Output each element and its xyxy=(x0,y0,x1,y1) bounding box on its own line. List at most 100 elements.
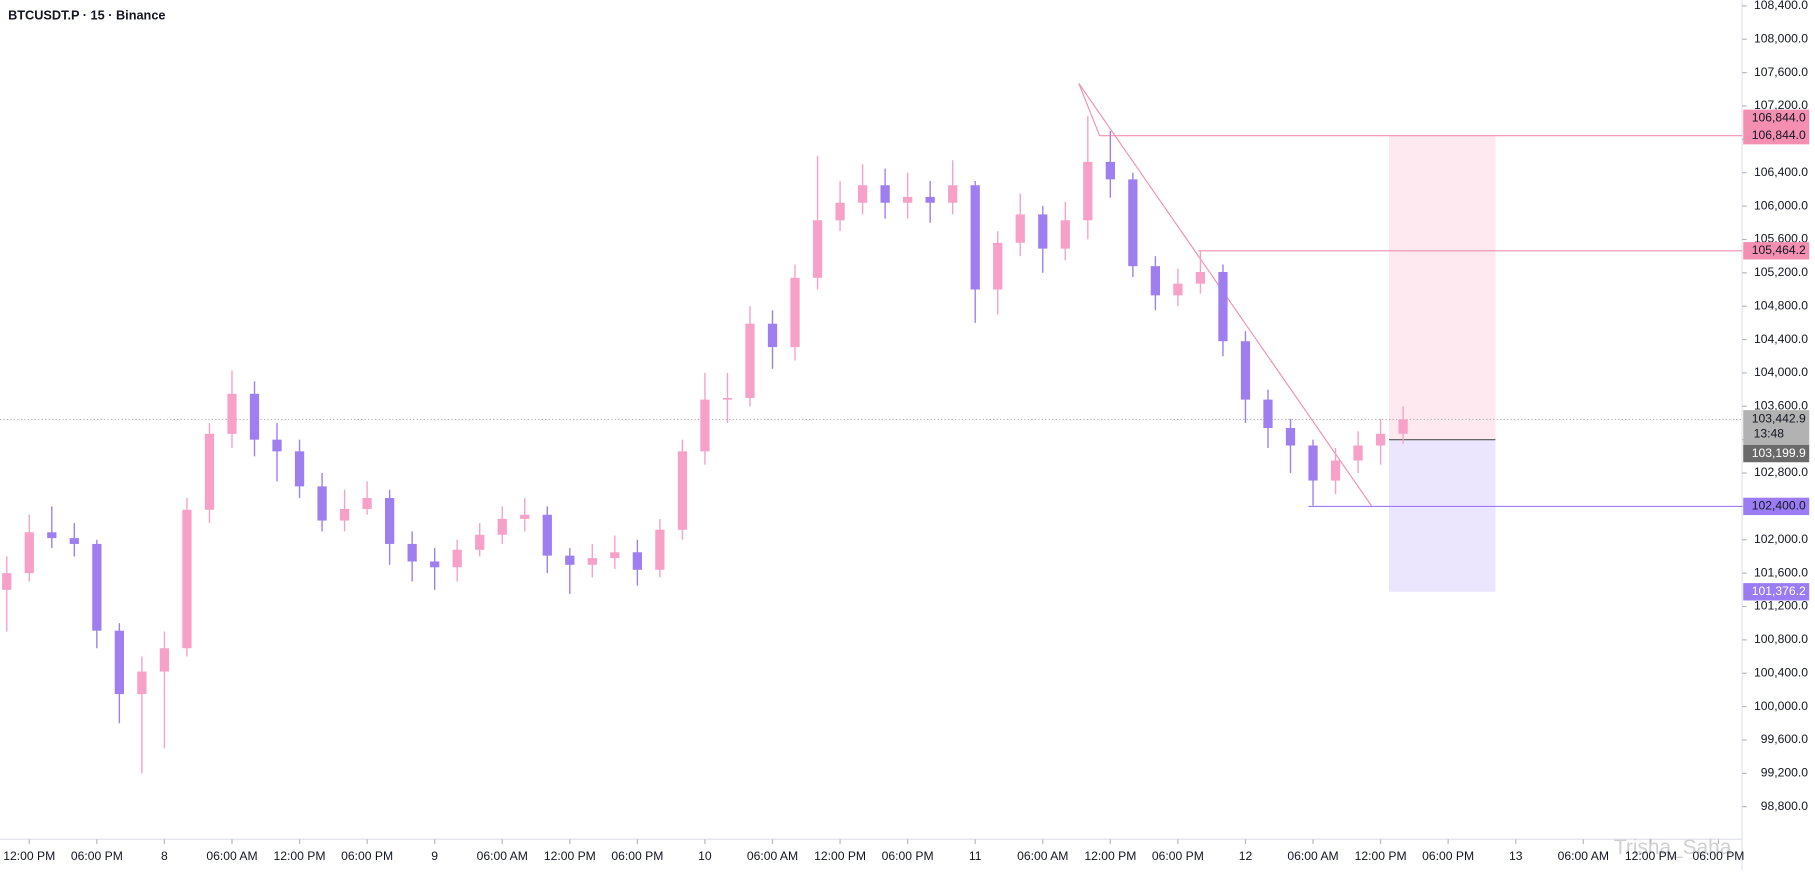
y-tick-label: 100,800.0 xyxy=(1754,632,1808,646)
entry-label: 103,199.9 xyxy=(1752,446,1806,460)
candle-body xyxy=(294,451,305,487)
x-tick-label: 06:00 AM xyxy=(1558,849,1609,863)
candle-body xyxy=(24,532,34,574)
candle-body xyxy=(2,573,12,590)
candle-body xyxy=(1285,427,1296,446)
level-label-bg xyxy=(1743,497,1810,516)
candle-body xyxy=(317,486,327,521)
candle-body xyxy=(587,558,597,565)
x-tick-label: 12:00 PM xyxy=(544,849,596,863)
level-label: 105,464.2 xyxy=(1752,243,1806,257)
x-tick-label: 12:00 PM xyxy=(814,849,866,863)
candle-body xyxy=(835,202,845,221)
candle-body xyxy=(159,648,170,672)
candle-body xyxy=(1060,220,1070,249)
candle-body xyxy=(272,439,282,452)
candle-body xyxy=(1083,161,1093,221)
candle-body xyxy=(677,451,688,530)
candle-body xyxy=(92,543,102,631)
x-tick-label: 06:00 AM xyxy=(747,849,798,863)
candle-body xyxy=(655,529,665,570)
candle-body xyxy=(475,534,485,550)
y-tick-label: 104,000.0 xyxy=(1754,365,1808,379)
candle-body xyxy=(993,242,1003,290)
stop-zone xyxy=(1389,135,1496,440)
y-tick-label: 101,600.0 xyxy=(1754,565,1808,579)
level-label-bg xyxy=(1743,126,1810,145)
candle-body xyxy=(1308,445,1318,481)
x-tick-label: 06:00 AM xyxy=(1017,849,1068,863)
entry-label-bg xyxy=(1743,444,1810,463)
candle-body xyxy=(970,185,980,290)
countdown: 13:48 xyxy=(1754,427,1785,441)
candle-body xyxy=(790,277,800,348)
candle-body xyxy=(632,552,643,570)
candle-body xyxy=(1105,161,1115,180)
x-tick-label: 9 xyxy=(431,849,438,863)
level-label: 106,844.0 xyxy=(1752,128,1806,142)
x-tick-label: 06:00 PM xyxy=(1152,849,1204,863)
candle-body xyxy=(610,552,620,559)
candle-body xyxy=(1398,419,1408,434)
candle-body xyxy=(1330,460,1341,481)
candle-body xyxy=(497,518,507,535)
target-label-bg xyxy=(1743,583,1810,601)
y-tick-label: 105,200.0 xyxy=(1754,265,1808,279)
candle-body xyxy=(1195,271,1206,284)
last-price-label: 103,442.9 xyxy=(1752,412,1806,426)
target-label: 101,376.2 xyxy=(1752,584,1806,598)
candle-body xyxy=(1015,214,1025,243)
x-tick-label: 06:00 PM xyxy=(611,849,663,863)
y-tick-label: 100,000.0 xyxy=(1754,699,1808,713)
candle-body xyxy=(948,185,958,203)
watermark: Trisha_Saha xyxy=(1614,836,1732,859)
candle-body xyxy=(857,185,868,203)
candle-body xyxy=(745,323,755,398)
candle-body xyxy=(430,561,440,568)
y-tick-label: 104,400.0 xyxy=(1754,332,1808,346)
candle-body xyxy=(47,532,57,539)
candle-body xyxy=(1038,214,1048,249)
x-tick-label: 10 xyxy=(698,849,712,863)
y-tick-label: 106,000.0 xyxy=(1754,198,1808,212)
x-tick-label: 12:00 PM xyxy=(1625,849,1677,863)
candle-body xyxy=(227,393,237,434)
candle-body xyxy=(362,498,372,509)
y-tick-label: 102,800.0 xyxy=(1754,465,1808,479)
x-tick-label: 06:00 PM xyxy=(882,849,934,863)
x-tick-label: 12:00 PM xyxy=(3,849,55,863)
candle-body xyxy=(1218,271,1228,342)
chart-title: BTCUSDT.P · 15 · Binance xyxy=(8,8,165,23)
x-tick-label: 12:00 PM xyxy=(1084,849,1136,863)
candle-body xyxy=(903,196,913,203)
y-tick-label: 107,200.0 xyxy=(1754,98,1808,112)
candle-body xyxy=(182,509,192,649)
x-tick-label: 13 xyxy=(1509,849,1523,863)
target-zone xyxy=(1389,439,1496,592)
last-price-bg xyxy=(1743,410,1810,445)
x-tick-label: 06:00 PM xyxy=(341,849,393,863)
x-tick-label: 06:00 PM xyxy=(71,849,123,863)
candle-body xyxy=(565,555,575,565)
x-tick-label: 06:00 AM xyxy=(477,849,528,863)
candle-body xyxy=(1353,445,1363,461)
candle-body xyxy=(452,549,462,568)
y-tick-label: 99,200.0 xyxy=(1761,766,1809,780)
candle-body xyxy=(407,543,417,562)
x-tick-label: 06:00 PM xyxy=(1692,849,1744,863)
y-tick-label: 102,000.0 xyxy=(1754,532,1808,546)
candle-body xyxy=(1150,266,1161,296)
stop-label: 106,844.0 xyxy=(1752,111,1806,125)
y-tick-label: 103,600.0 xyxy=(1754,398,1808,412)
candle-body xyxy=(812,220,823,278)
y-tick-label: 107,600.0 xyxy=(1754,65,1808,79)
x-tick-label: 06:00 PM xyxy=(1422,849,1474,863)
candle-body xyxy=(767,323,778,348)
x-tick-label: 8 xyxy=(161,849,168,863)
candle-body xyxy=(385,498,395,544)
candle-body xyxy=(249,393,260,440)
y-tick-label: 100,400.0 xyxy=(1754,665,1808,679)
y-tick-label: 104,800.0 xyxy=(1754,298,1808,312)
candle-body xyxy=(520,514,530,519)
